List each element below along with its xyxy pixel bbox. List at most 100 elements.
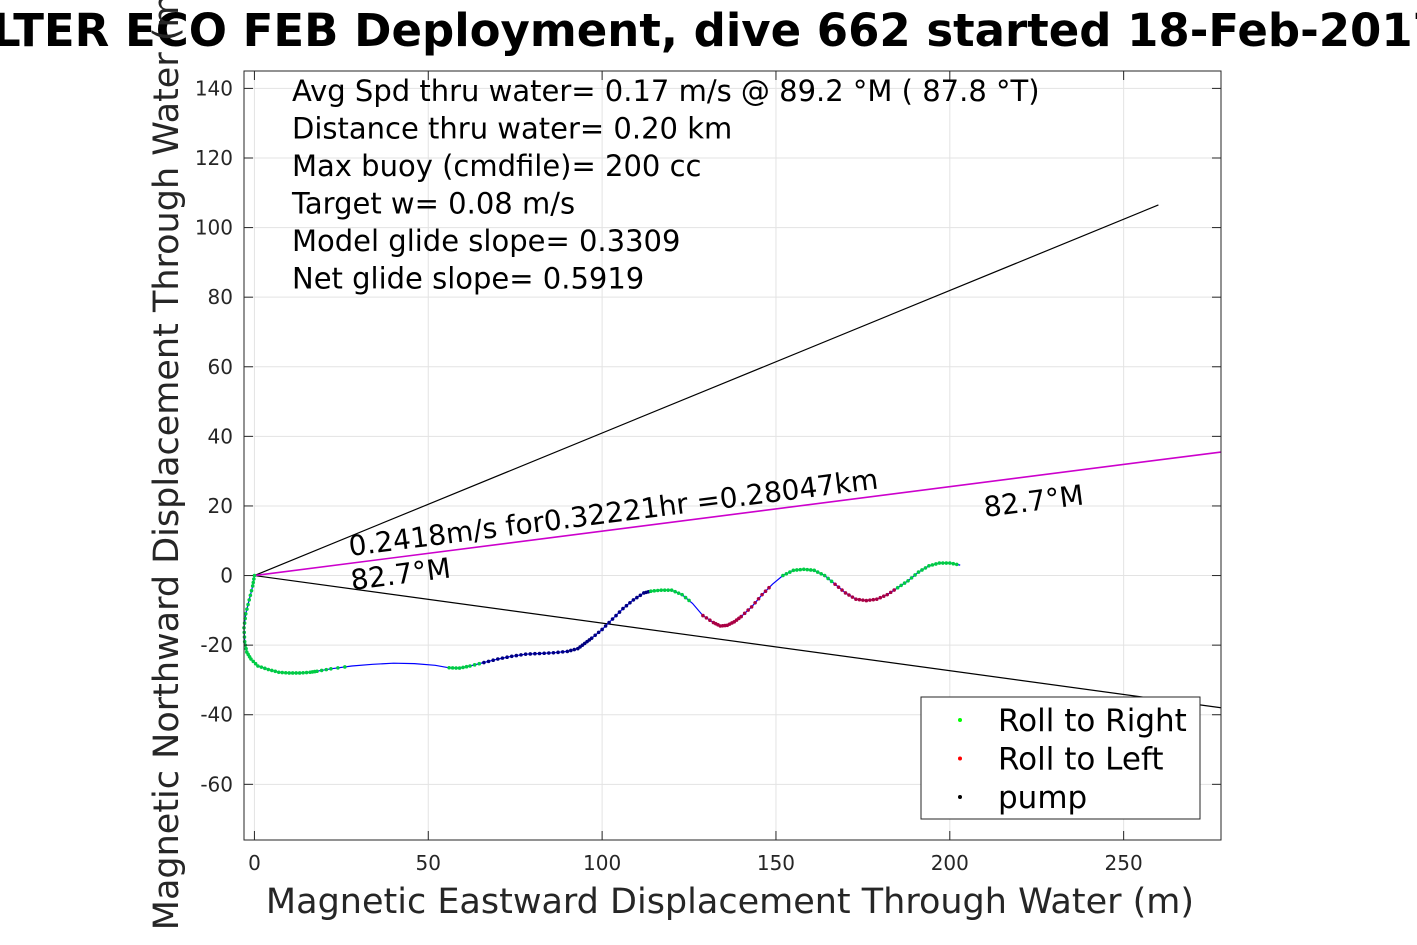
grid-lines xyxy=(244,71,1221,840)
roll-left-point xyxy=(746,608,750,612)
roll-right-point xyxy=(666,588,670,592)
roll-right-point xyxy=(822,573,827,578)
roll-right-point xyxy=(472,663,477,667)
info-line: Model glide slope= 0.3309 xyxy=(292,224,680,258)
roll-right-point xyxy=(447,665,451,670)
pump-point xyxy=(631,598,636,602)
roll-left-point xyxy=(888,590,893,595)
roll-right-point xyxy=(249,588,254,593)
pump-point xyxy=(551,650,556,655)
roll-right-point xyxy=(652,589,657,593)
pump-point xyxy=(482,660,486,665)
roll-right-point xyxy=(805,567,810,572)
roll-left-point xyxy=(760,592,764,597)
pump-point xyxy=(537,651,542,656)
roll-right-point xyxy=(673,589,677,594)
current-heading-right: 82.7°M xyxy=(982,478,1086,523)
roll-right-point xyxy=(294,671,298,675)
roll-right-point xyxy=(245,607,249,611)
roll-right-point xyxy=(687,598,691,603)
roll-right-point xyxy=(895,585,900,590)
roll-left-point xyxy=(878,595,883,600)
roll-right-point xyxy=(280,670,285,675)
info-line: Net glide slope= 0.5919 xyxy=(292,262,644,296)
roll-right-point xyxy=(343,665,347,669)
x-tick-label: 100 xyxy=(583,851,621,875)
y-tick-label: 100 xyxy=(195,216,233,240)
roll-left-point xyxy=(833,582,837,587)
roll-right-point xyxy=(253,661,258,666)
y-tick-label: 0 xyxy=(220,564,233,588)
roll-right-point xyxy=(662,588,667,592)
roll-right-point xyxy=(297,671,302,675)
roll-right-point xyxy=(248,593,253,598)
roll-right-point xyxy=(902,581,907,585)
y-tick-label: 140 xyxy=(195,76,233,100)
roll-right-point xyxy=(246,602,250,607)
roll-right-point xyxy=(461,665,465,670)
roll-right-point xyxy=(829,579,834,584)
pump-point xyxy=(617,610,622,614)
roll-left-point xyxy=(840,588,844,592)
y-tick-label: 60 xyxy=(208,355,233,379)
pump-point xyxy=(528,652,533,656)
roll-right-point xyxy=(477,661,482,666)
roll-right-point xyxy=(899,583,903,588)
pump-point xyxy=(533,651,537,656)
roll-right-point xyxy=(287,671,291,675)
roll-right-point xyxy=(242,621,247,625)
roll-right-point xyxy=(329,667,333,671)
roll-right-point xyxy=(791,568,796,573)
roll-right-point xyxy=(683,595,688,600)
roll-right-point xyxy=(655,588,660,593)
info-line: Target w= 0.08 m/s xyxy=(291,187,575,221)
roll-right-point xyxy=(815,570,820,574)
roll-right-point xyxy=(251,580,256,585)
roll-right-point xyxy=(242,639,247,644)
pump-point xyxy=(607,620,611,625)
roll-left-point xyxy=(843,591,848,595)
roll-right-point xyxy=(909,576,914,580)
pump-point xyxy=(593,633,597,638)
roll-left-point xyxy=(749,605,754,609)
roll-right-point xyxy=(283,670,288,675)
roll-left-point xyxy=(850,595,855,599)
x-tick-label: 150 xyxy=(757,851,795,875)
pump-point xyxy=(603,624,608,628)
roll-right-point xyxy=(812,568,817,573)
pump-point xyxy=(621,606,625,611)
roll-right-point xyxy=(826,576,830,581)
roll-right-point xyxy=(798,567,803,572)
roll-right-point xyxy=(251,659,256,664)
pump-point xyxy=(509,654,514,659)
info-text-block: Avg Spd thru water= 0.17 m/s @ 89.2 °M (… xyxy=(291,74,1040,296)
roll-left-point xyxy=(892,588,896,592)
roll-right-point xyxy=(913,573,917,577)
pump-point xyxy=(572,647,577,652)
roll-left-point xyxy=(756,596,761,601)
roll-right-point xyxy=(336,666,340,670)
roll-right-point xyxy=(324,667,329,672)
roll-right-point xyxy=(247,598,252,602)
y-tick-label: 80 xyxy=(208,285,233,309)
roll-left-point xyxy=(881,594,886,598)
roll-right-point xyxy=(464,664,469,669)
pump-point xyxy=(596,630,601,635)
plot-frame xyxy=(243,70,1222,841)
roll-right-point xyxy=(259,665,264,669)
legend-label: Roll to Left xyxy=(998,742,1164,778)
roll-right-point xyxy=(252,577,256,581)
roll-right-point xyxy=(934,562,938,566)
roll-left-point xyxy=(836,585,841,589)
reference-line-upper xyxy=(254,204,1159,577)
pump-point xyxy=(624,603,629,608)
info-line: Distance thru water= 0.20 km xyxy=(292,112,732,146)
pump-point xyxy=(496,657,500,661)
roll-right-point xyxy=(301,670,305,675)
roll-right-point xyxy=(252,573,257,578)
pump-point xyxy=(523,652,528,656)
roll-left-point xyxy=(868,598,872,602)
roll-right-point xyxy=(916,570,921,574)
roll-left-point xyxy=(874,597,879,602)
